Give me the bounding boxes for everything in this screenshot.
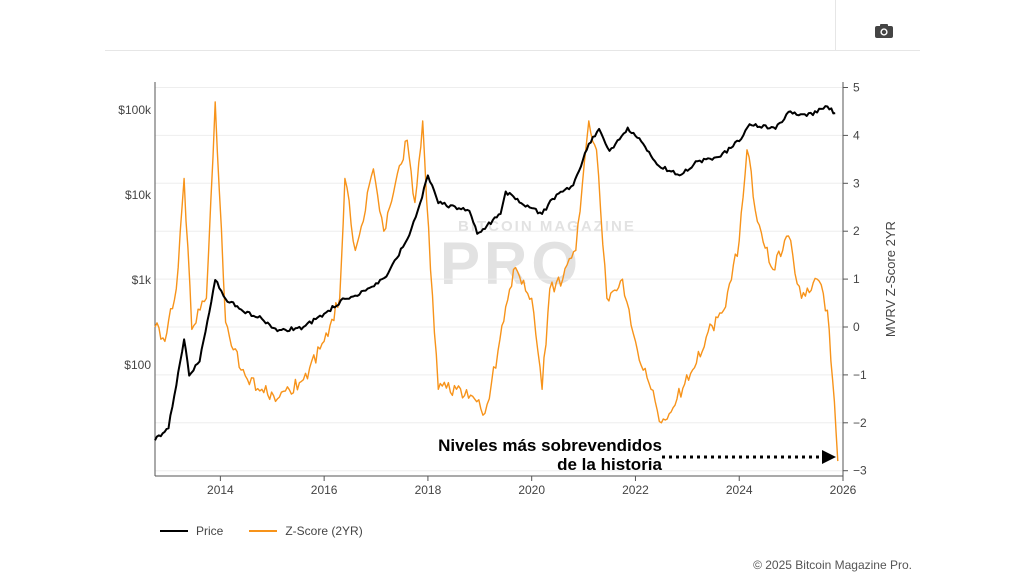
y-left-tick-label: $100k bbox=[118, 103, 152, 117]
y-left-tick-label: $10k bbox=[125, 188, 152, 202]
y-right-tick-label: 3 bbox=[853, 176, 860, 190]
legend-swatch-price bbox=[160, 530, 188, 532]
y-right-tick-label: −3 bbox=[853, 464, 867, 478]
annotation-line-1: Niveles más sobrevendidos bbox=[438, 436, 662, 455]
price-line bbox=[154, 105, 836, 441]
y-right-tick-label: 0 bbox=[853, 320, 860, 334]
annotation: Niveles más sobrevendidos de la historia bbox=[380, 436, 662, 474]
copyright: © 2025 Bitcoin Magazine Pro. bbox=[753, 558, 912, 572]
y-right-tick-label: 2 bbox=[853, 224, 860, 238]
toolbar-divider bbox=[105, 50, 920, 51]
x-tick-label: 2022 bbox=[622, 483, 649, 497]
x-tick-label: 2018 bbox=[415, 483, 442, 497]
y-right-tick-label: 5 bbox=[853, 81, 860, 95]
x-tick-label: 2026 bbox=[830, 483, 857, 497]
y-right-axis-title: MVRV Z-Score 2YR bbox=[883, 221, 898, 337]
y-left-tick-label: $100 bbox=[124, 358, 151, 372]
watermark-big: PRO bbox=[440, 230, 583, 297]
y-right-tick-label: 1 bbox=[853, 272, 860, 286]
y-left-tick-label: $1k bbox=[132, 273, 152, 287]
y-right-tick-label: 4 bbox=[853, 128, 860, 142]
annotation-arrowhead bbox=[822, 450, 836, 464]
zscore-line bbox=[154, 101, 839, 462]
legend-item-zscore[interactable]: Z-Score (2YR) bbox=[249, 524, 363, 538]
legend-item-price[interactable]: Price bbox=[160, 524, 223, 538]
toolbar-separator bbox=[835, 0, 836, 50]
x-tick-label: 2024 bbox=[726, 483, 753, 497]
camera-icon[interactable] bbox=[874, 23, 894, 39]
x-tick-label: 2014 bbox=[207, 483, 234, 497]
legend-label-price: Price bbox=[196, 524, 224, 538]
y-right-tick-label: −2 bbox=[853, 416, 867, 430]
annotation-line-2: de la historia bbox=[557, 455, 662, 474]
x-tick-label: 2020 bbox=[518, 483, 545, 497]
x-tick-label: 2016 bbox=[311, 483, 338, 497]
legend-label-zscore: Z-Score (2YR) bbox=[285, 524, 363, 538]
legend-swatch-zscore bbox=[249, 530, 278, 532]
legend: Price Z-Score (2YR) bbox=[160, 524, 363, 538]
y-right-tick-label: −1 bbox=[853, 368, 867, 382]
